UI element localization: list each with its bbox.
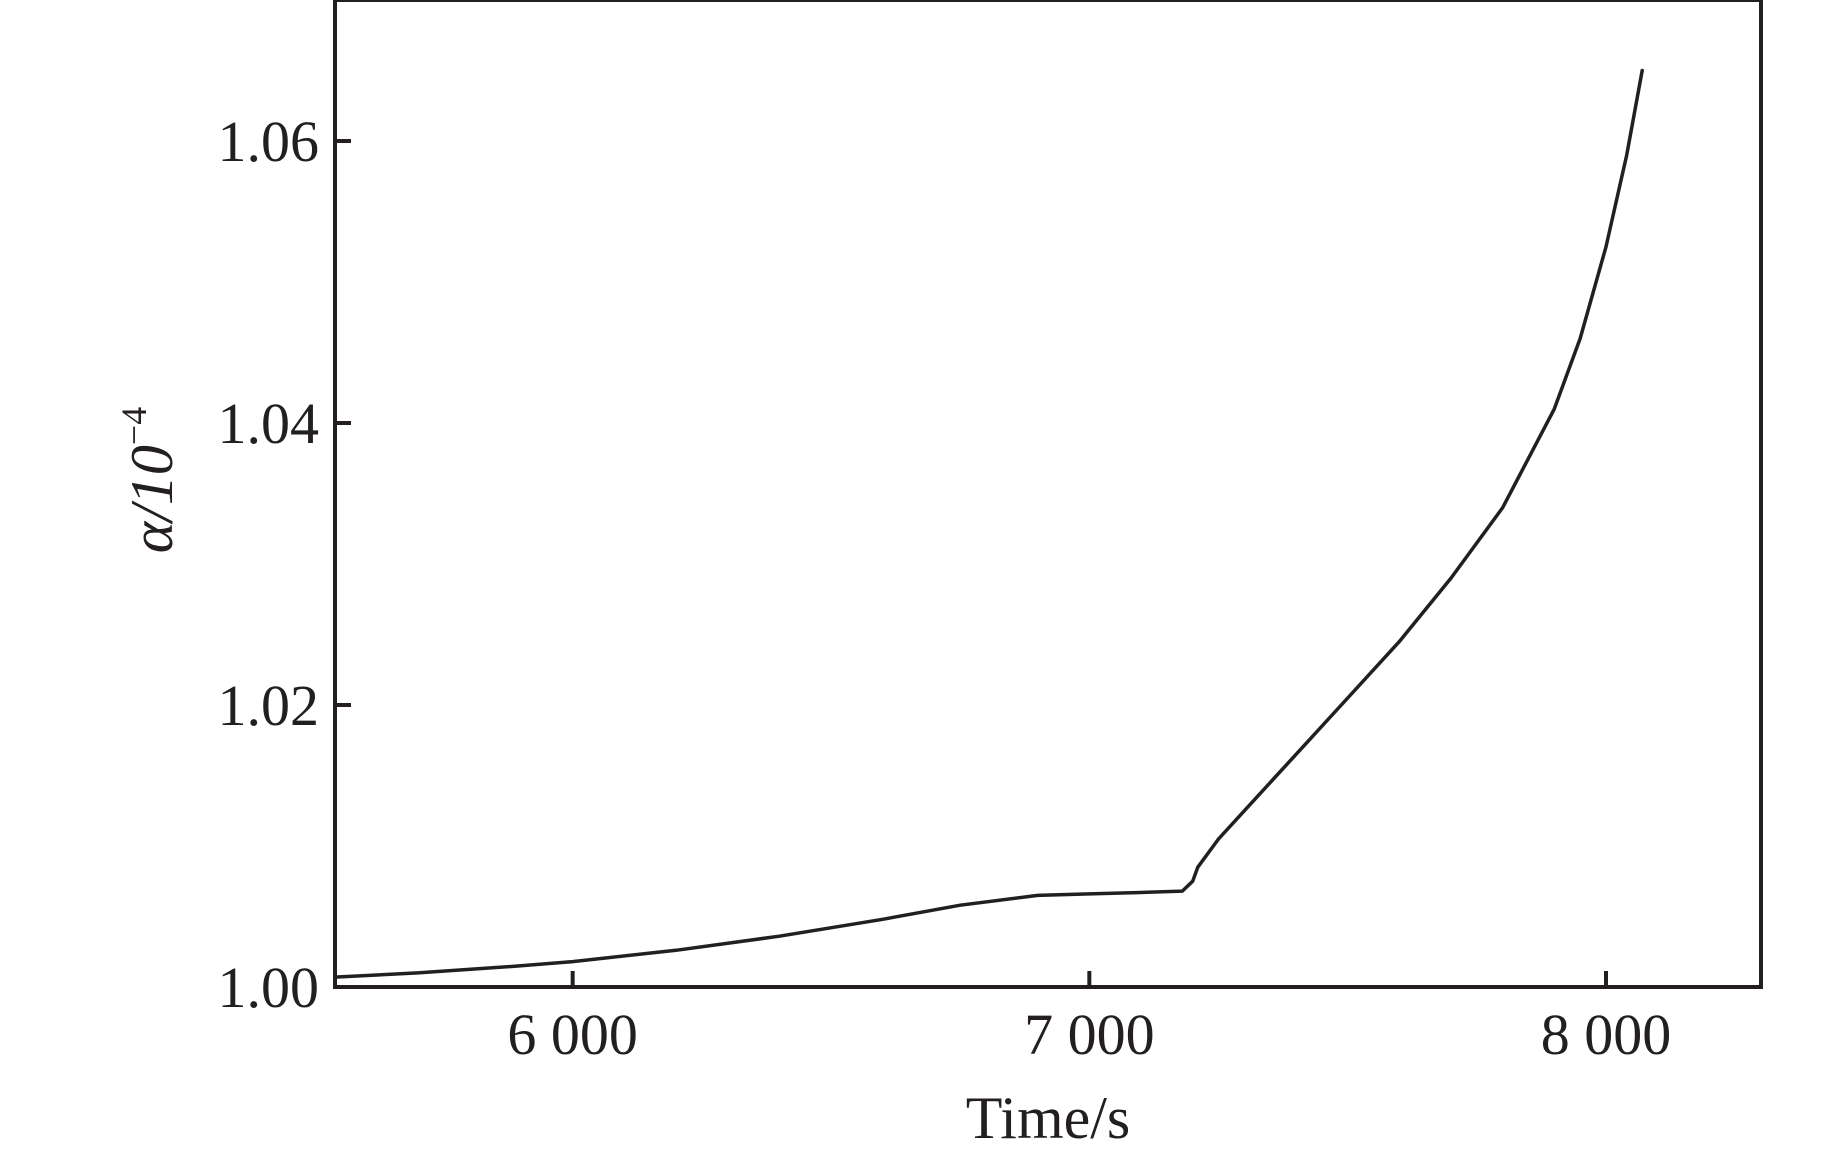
y-axis-title: α/10−4	[114, 407, 185, 553]
x-tick-label: 8 000	[1541, 1002, 1672, 1067]
x-tick-label: 7 000	[1024, 1002, 1155, 1067]
y-axis-title-exponent: −4	[114, 407, 154, 445]
y-tick-label: 1.04	[218, 391, 320, 456]
x-axis-title: Time/s	[966, 1085, 1131, 1151]
series-line	[333, 68, 1644, 979]
y-axis-title-main: α/10	[119, 445, 185, 553]
y-tick-label: 1.06	[218, 109, 320, 174]
x-tick-label: 6 000	[507, 1002, 638, 1067]
plot-frame	[333, 0, 1763, 989]
y-axis-ticks: 1.00 1.02 1.04 1.06	[218, 109, 351, 1020]
x-axis-ticks: 6 000 7 000 8 000	[507, 971, 1671, 1067]
y-tick-label: 1.02	[218, 673, 320, 738]
y-tick-label: 1.00	[218, 955, 320, 1020]
svg-text:α/10−4: α/10−4	[114, 407, 185, 553]
